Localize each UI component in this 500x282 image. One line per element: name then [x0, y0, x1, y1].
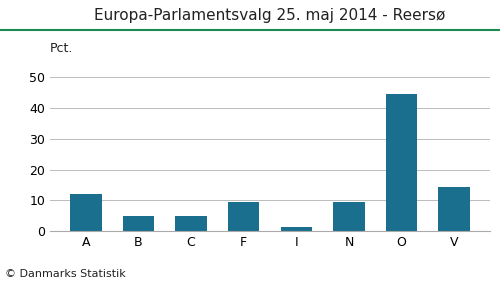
Bar [333, 202, 364, 231]
Bar [280, 227, 312, 231]
Bar [228, 202, 260, 231]
Bar [386, 94, 418, 231]
Text: Europa-Parlamentsvalg 25. maj 2014 - Reersø: Europa-Parlamentsvalg 25. maj 2014 - Ree… [94, 8, 446, 23]
Bar [438, 187, 470, 231]
Bar [122, 216, 154, 231]
Bar [70, 194, 102, 231]
Text: Pct.: Pct. [50, 42, 74, 55]
Bar [176, 216, 207, 231]
Text: © Danmarks Statistik: © Danmarks Statistik [5, 269, 126, 279]
